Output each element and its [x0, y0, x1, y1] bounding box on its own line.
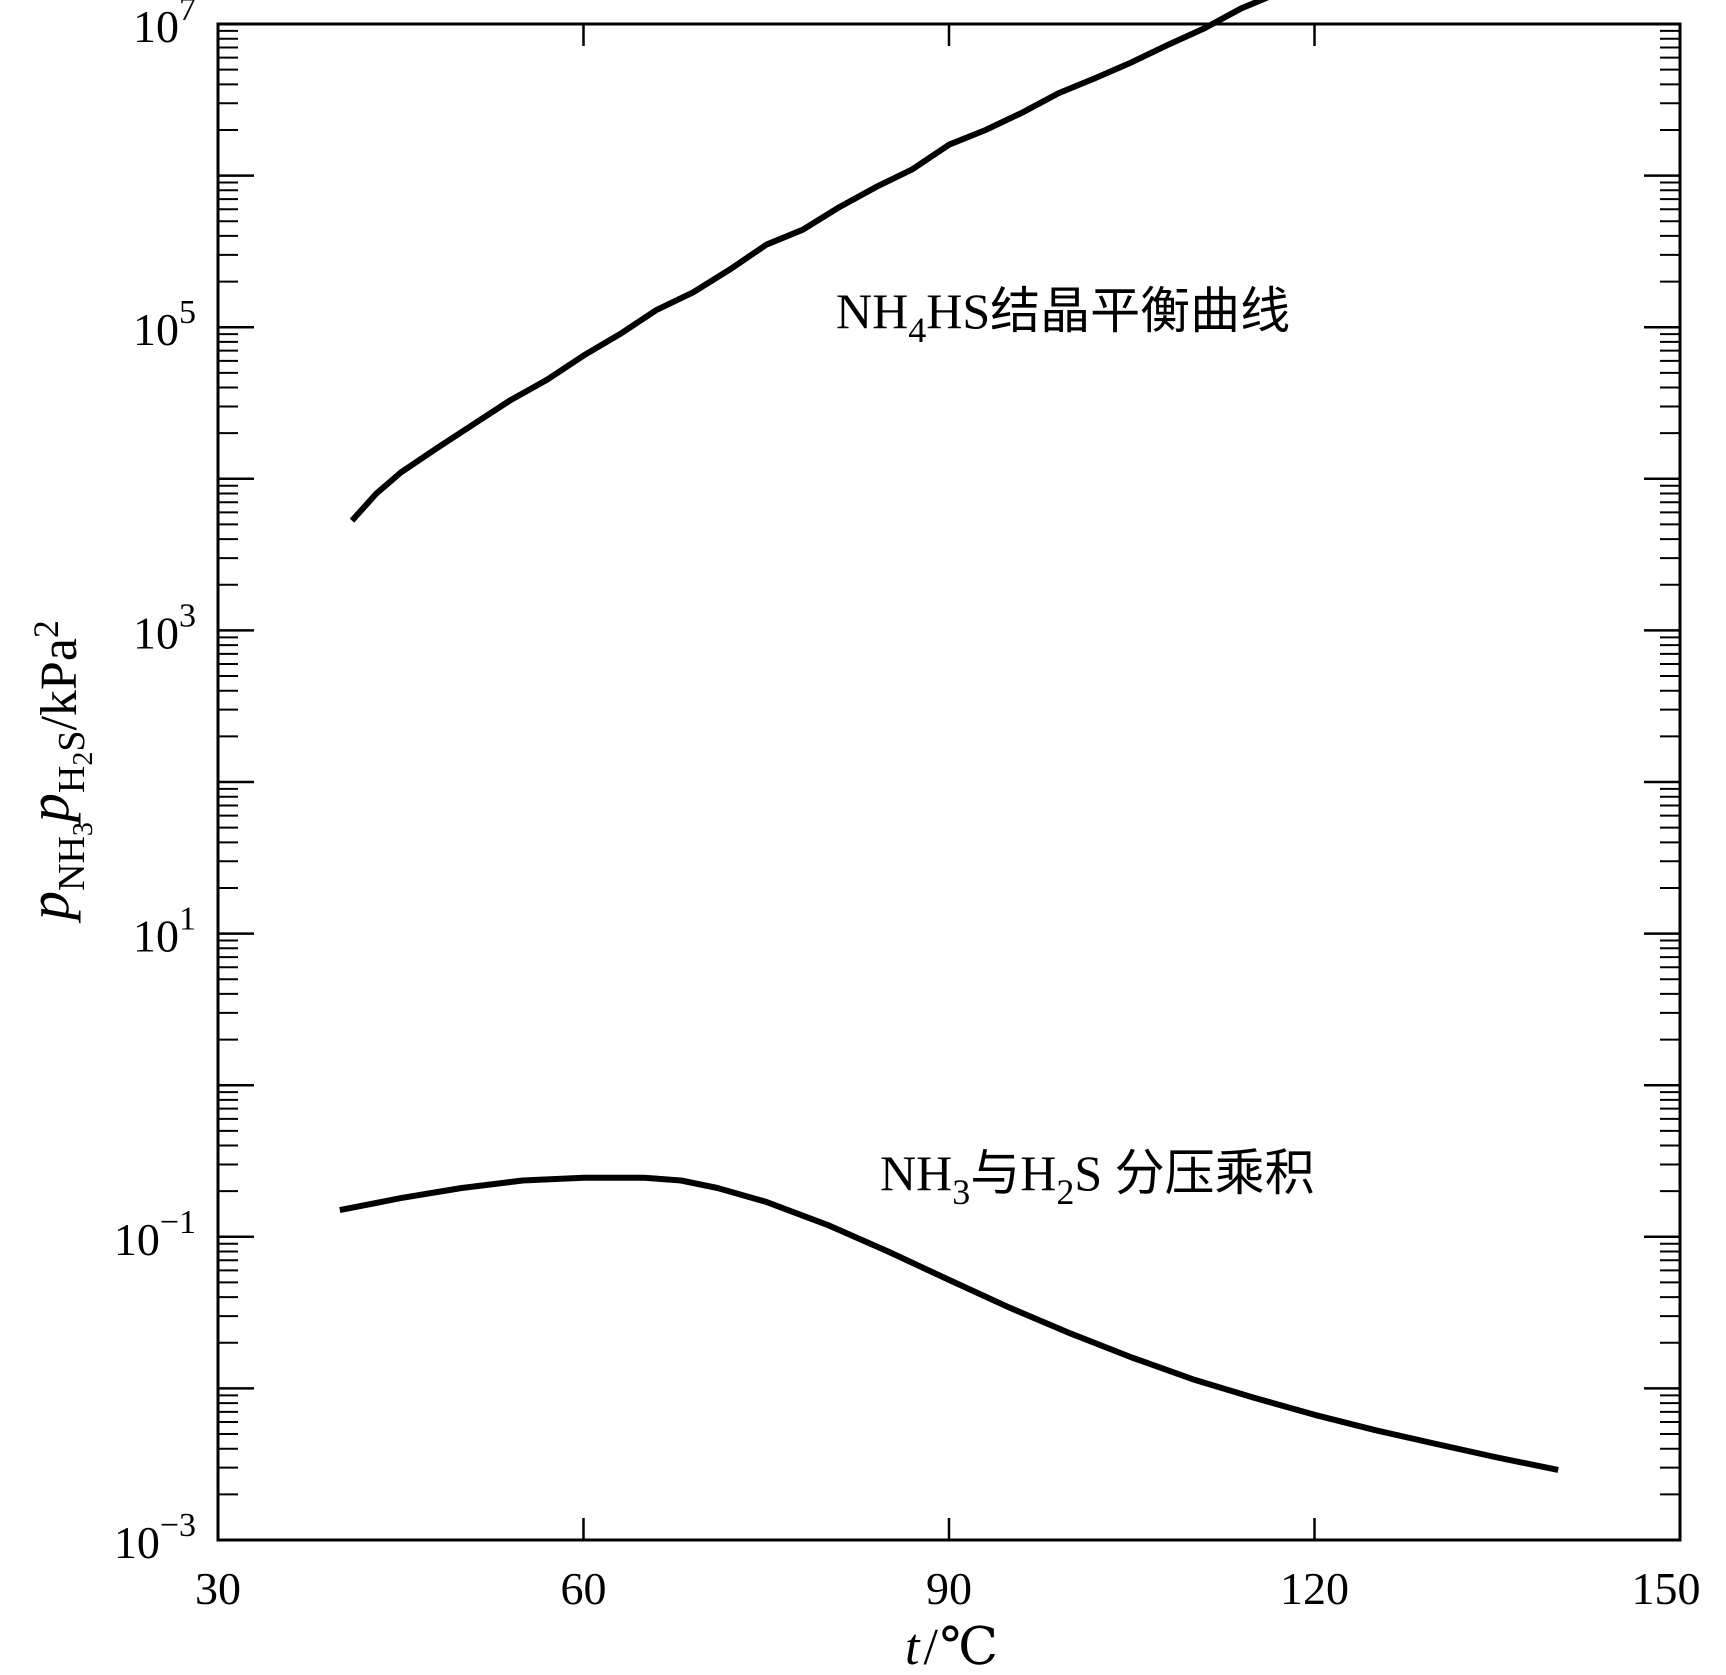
- x-axis-label: t/℃: [905, 1619, 998, 1675]
- y-tick-label: 101: [133, 901, 196, 962]
- y-tick-label: 10−3: [114, 1507, 196, 1568]
- plot-frame: [216, 22, 1682, 1542]
- series-line-nh4hs: [349, 0, 1270, 523]
- y-tick-label: 105: [133, 294, 196, 355]
- y-tick-label: 107: [133, 0, 196, 52]
- x-tick-label: 150: [1632, 1563, 1701, 1614]
- y-axis-label: pNH3pH2S/kPa2: [16, 620, 99, 924]
- x-tick-label: 90: [926, 1563, 972, 1614]
- x-tick-label: 60: [561, 1563, 607, 1614]
- series-label-partial-pressure: NH3与H2S 分压乘积: [880, 1145, 1315, 1212]
- curves: [339, 0, 1559, 1473]
- major-ticks: [216, 22, 1682, 1542]
- series-label-nh4hs: NH4HS结晶平衡曲线: [836, 283, 1290, 350]
- y-tick-label: 103: [133, 597, 196, 658]
- minor-ticks: [218, 29, 1680, 1496]
- series-line-partial-pressure: [339, 1174, 1559, 1473]
- x-tick-labels: 30 60 90 120 150: [195, 1563, 1701, 1614]
- x-tick-label: 120: [1280, 1563, 1349, 1614]
- y-tick-labels: 107 105 103 101 10−1 10−3: [114, 0, 196, 1568]
- x-tick-label: 30: [195, 1563, 241, 1614]
- y-tick-label: 10−1: [114, 1204, 196, 1265]
